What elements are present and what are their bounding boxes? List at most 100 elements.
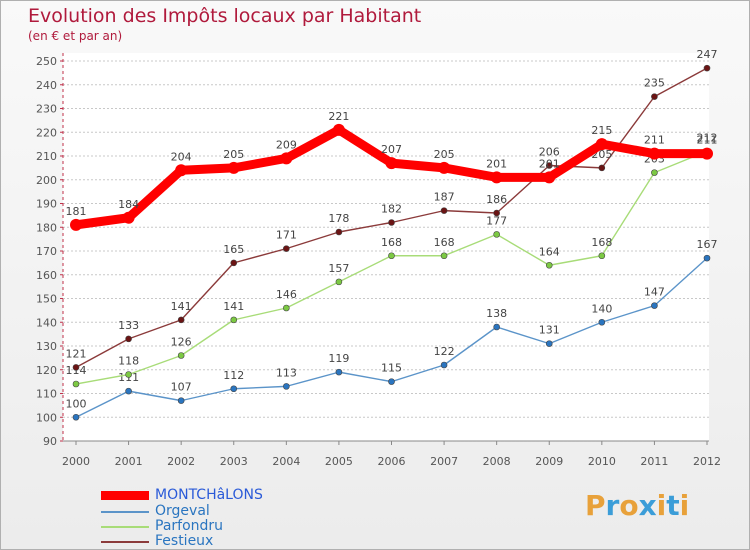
data-label: 165: [223, 243, 244, 256]
logo-letter: i: [679, 489, 690, 522]
data-label: 186: [486, 193, 507, 206]
data-point: [227, 161, 240, 174]
data-point: [651, 302, 658, 309]
y-tick-label: 90: [43, 435, 57, 448]
data-label: 235: [644, 77, 665, 90]
x-tick-label: 2001: [115, 455, 143, 468]
legend-swatch: [101, 510, 149, 513]
data-point: [335, 228, 343, 236]
y-tick-label: 120: [36, 364, 57, 377]
logo-letter: i: [656, 489, 667, 522]
data-point: [493, 209, 500, 217]
data-label: 112: [223, 369, 244, 382]
data-point: [595, 138, 608, 151]
legend-swatch: [101, 540, 149, 543]
y-tick-label: 170: [36, 245, 57, 258]
data-point: [122, 211, 135, 224]
legend-item-festieux: Festieux: [101, 534, 213, 549]
data-label: 133: [118, 319, 139, 332]
y-tick-label: 250: [36, 55, 57, 68]
data-label: 212: [697, 131, 718, 144]
data-point: [72, 380, 80, 388]
data-point: [72, 413, 80, 421]
y-tick-label: 210: [36, 150, 57, 163]
data-label: 121: [66, 347, 87, 360]
data-point: [493, 323, 500, 331]
data-label: 168: [381, 236, 402, 249]
data-label: 211: [644, 134, 665, 147]
data-point: [493, 231, 500, 238]
y-tick-label: 150: [36, 293, 57, 306]
data-point: [332, 123, 345, 136]
x-tick-label: 2005: [325, 455, 353, 468]
logo-letter: o: [619, 489, 639, 522]
data-label: 178: [328, 212, 349, 225]
y-tick-label: 190: [36, 198, 57, 211]
data-point: [280, 152, 293, 165]
data-label: 182: [381, 203, 402, 216]
data-label: 247: [697, 48, 718, 61]
data-point: [230, 259, 238, 267]
data-point: [177, 397, 185, 404]
data-point: [438, 161, 451, 174]
data-point: [388, 219, 395, 226]
data-point: [703, 64, 711, 72]
x-tick-label: 2009: [535, 455, 563, 468]
y-tick-label: 160: [36, 269, 57, 282]
data-label: 119: [328, 352, 349, 365]
y-tick-label: 220: [36, 126, 57, 139]
logo-letter: t: [666, 489, 680, 522]
y-tick-label: 100: [36, 411, 57, 424]
x-tick-label: 2006: [378, 455, 406, 468]
data-label: 131: [539, 324, 560, 337]
data-point: [388, 252, 395, 260]
y-tick-label: 130: [36, 340, 57, 353]
data-label: 184: [118, 198, 139, 211]
data-label: 122: [434, 345, 455, 358]
data-point: [335, 278, 343, 286]
data-label: 126: [171, 336, 192, 349]
data-label: 157: [328, 262, 349, 275]
legend-label: Orgeval: [155, 503, 210, 519]
data-point: [283, 383, 290, 390]
data-label: 201: [539, 157, 560, 170]
data-point: [230, 385, 238, 393]
data-label: 138: [486, 307, 507, 320]
logo-letter: r: [605, 489, 620, 522]
data-label: 118: [118, 355, 139, 368]
data-point: [175, 164, 188, 177]
data-label: 167: [697, 238, 718, 251]
y-tick-label: 140: [36, 316, 57, 329]
data-point: [545, 162, 553, 169]
data-point: [545, 261, 553, 269]
data-point: [388, 378, 395, 385]
data-point: [543, 171, 556, 184]
data-point: [177, 316, 185, 324]
chart-subtitle: (en € et par an): [28, 29, 123, 43]
data-point: [490, 171, 503, 184]
data-label: 177: [486, 214, 507, 227]
data-label: 141: [171, 300, 192, 313]
data-label: 146: [276, 288, 297, 301]
y-tick-label: 240: [36, 79, 57, 92]
x-tick-label: 2007: [430, 455, 458, 468]
data-label: 187: [434, 191, 455, 204]
legend-label: Festieux: [155, 533, 214, 549]
data-label: 164: [539, 245, 560, 258]
data-label: 206: [539, 146, 560, 159]
data-label: 115: [381, 362, 402, 375]
y-tick-label: 180: [36, 221, 57, 234]
data-label: 221: [328, 110, 349, 123]
data-point: [335, 368, 343, 376]
legend-swatch: [101, 491, 149, 500]
y-tick-label: 110: [36, 388, 57, 401]
data-label: 201: [486, 157, 507, 170]
data-label: 147: [644, 286, 665, 299]
data-label: 205: [223, 148, 244, 161]
data-label: 181: [66, 205, 87, 218]
data-label: 209: [276, 138, 297, 151]
x-tick-label: 2012: [693, 455, 721, 468]
legend-item-parfondru: Parfondru: [101, 519, 223, 534]
logo-letter: P: [585, 489, 606, 522]
